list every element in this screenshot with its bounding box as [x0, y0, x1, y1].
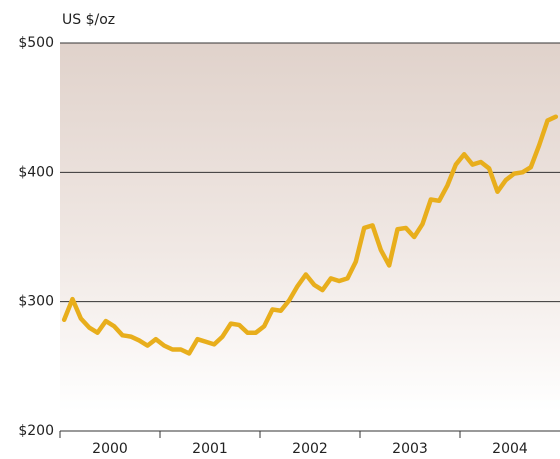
y-tick-label: $200 — [18, 423, 54, 439]
x-tick-label: 2004 — [492, 441, 528, 457]
y-tick-label: $500 — [18, 35, 54, 51]
plot-background — [60, 43, 560, 431]
y-axis-label: US $/oz — [62, 12, 115, 28]
x-tick-label: 2001 — [192, 441, 228, 457]
x-tick-label: 2000 — [92, 441, 128, 457]
y-tick-label: $300 — [18, 294, 54, 310]
price-line — [61, 114, 559, 356]
y-tick-label: $400 — [18, 164, 54, 180]
x-tick-label: 2003 — [392, 441, 428, 457]
x-tick-label: 2002 — [292, 441, 328, 457]
